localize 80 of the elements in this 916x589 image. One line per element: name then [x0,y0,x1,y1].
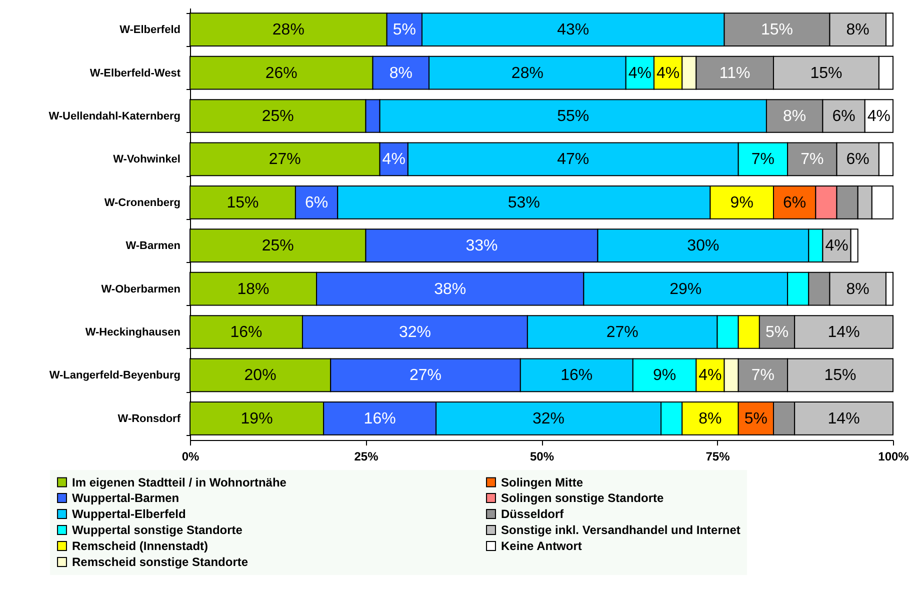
y-tick-label: W-Cronenberg [104,196,180,209]
legend-label: Remscheid sonstige Standorte [72,555,248,569]
y-tick-label: W-Vohwinkel [113,154,180,166]
legend-label: Solingen Mitte [501,475,584,490]
data-label: 25% [262,238,294,255]
data-label: 6% [783,194,806,212]
data-label: 8% [846,22,870,39]
data-label: 19% [240,410,273,428]
y-tick-label: W-Elberfeld [120,24,180,36]
data-label: 29% [670,280,702,298]
data-label: 38% [434,280,466,298]
data-label: 6% [846,151,870,168]
data-label: 26% [265,64,298,82]
data-label: 4% [628,64,652,82]
data-label: 20% [244,367,276,384]
legend-label: Düsseldorf [501,507,565,521]
data-label: 4% [867,108,891,125]
data-label: 7% [800,151,824,168]
data-label: 28% [511,64,544,82]
data-label: 33% [466,238,498,255]
data-label: 15% [760,22,794,39]
data-label: 8% [698,410,722,428]
data-label: 5% [392,22,416,39]
data-label: 8% [389,64,412,82]
y-tick-label: W-Elberfeld-West [90,67,181,80]
data-label: 16% [230,324,262,341]
data-label: 4% [382,151,406,168]
legend-label: Remscheid (Innenstadt) [72,539,208,553]
x-tick-label: 25% [354,450,379,464]
y-tick-label: W-Langerfeld-Beyenburg [49,370,180,382]
y-tick-label: W-Oberbarmen [101,283,181,296]
data-label: 27% [606,324,638,341]
legend-label: Wuppertal sonstige Standorte [72,523,243,537]
x-tick-label: 100% [878,450,910,464]
data-label: 16% [560,367,593,384]
data-label: 5% [765,324,789,341]
legend-label: Sonstige inkl. Versandhandel und Internet [501,523,740,537]
data-label: 9% [652,367,676,384]
data-label: 7% [751,367,775,384]
data-label: 15% [824,367,856,384]
data-label: 53% [508,194,540,212]
data-label: 4% [656,64,680,82]
data-label: 14% [828,324,860,341]
data-label: 4% [825,238,848,255]
data-label: 6% [304,194,328,212]
x-tick-label: 50% [530,450,554,464]
x-tick-label: 75% [706,450,730,464]
y-tick-label: W-Barmen [126,240,181,252]
data-label: 27% [268,151,301,168]
data-label: 30% [687,238,720,255]
data-label: 27% [409,367,442,384]
data-label: 4% [698,367,722,384]
data-label: 8% [846,280,870,298]
data-label: 28% [272,22,304,39]
legend-label: Solingen sonstige Standorte [501,491,664,505]
y-tick-label: W-Uellendahl-Katernberg [48,110,180,122]
data-label: 32% [532,410,565,428]
data-label: 5% [744,410,768,428]
data-label: 7% [751,151,775,168]
data-label: 14% [828,410,860,428]
data-label: 6% [832,108,856,125]
data-label: 15% [226,194,259,212]
legend-label: Im eigenen Stadtteil / in Wohnortnähe [72,475,287,490]
legend-label: Keine Antwort [501,539,582,553]
data-label: 47% [557,151,590,168]
legend-label: Wuppertal-Elberfeld [72,507,186,521]
data-label: 43% [557,22,590,39]
data-label: 25% [262,108,294,125]
x-tick-label: 0% [182,450,200,464]
data-label: 55% [557,108,590,125]
data-label: 8% [783,108,806,125]
data-label: 9% [730,194,754,212]
data-label: 18% [237,280,270,298]
data-label: 32% [398,324,431,341]
y-tick-label: W-Ronsdorf [118,412,181,425]
data-label: 16% [364,410,396,428]
data-label: 15% [810,64,842,82]
legend-label: Wuppertal-Barmen [72,491,180,505]
data-label: 11% [719,64,750,82]
y-tick-label: W-Heckinghausen [85,326,181,338]
